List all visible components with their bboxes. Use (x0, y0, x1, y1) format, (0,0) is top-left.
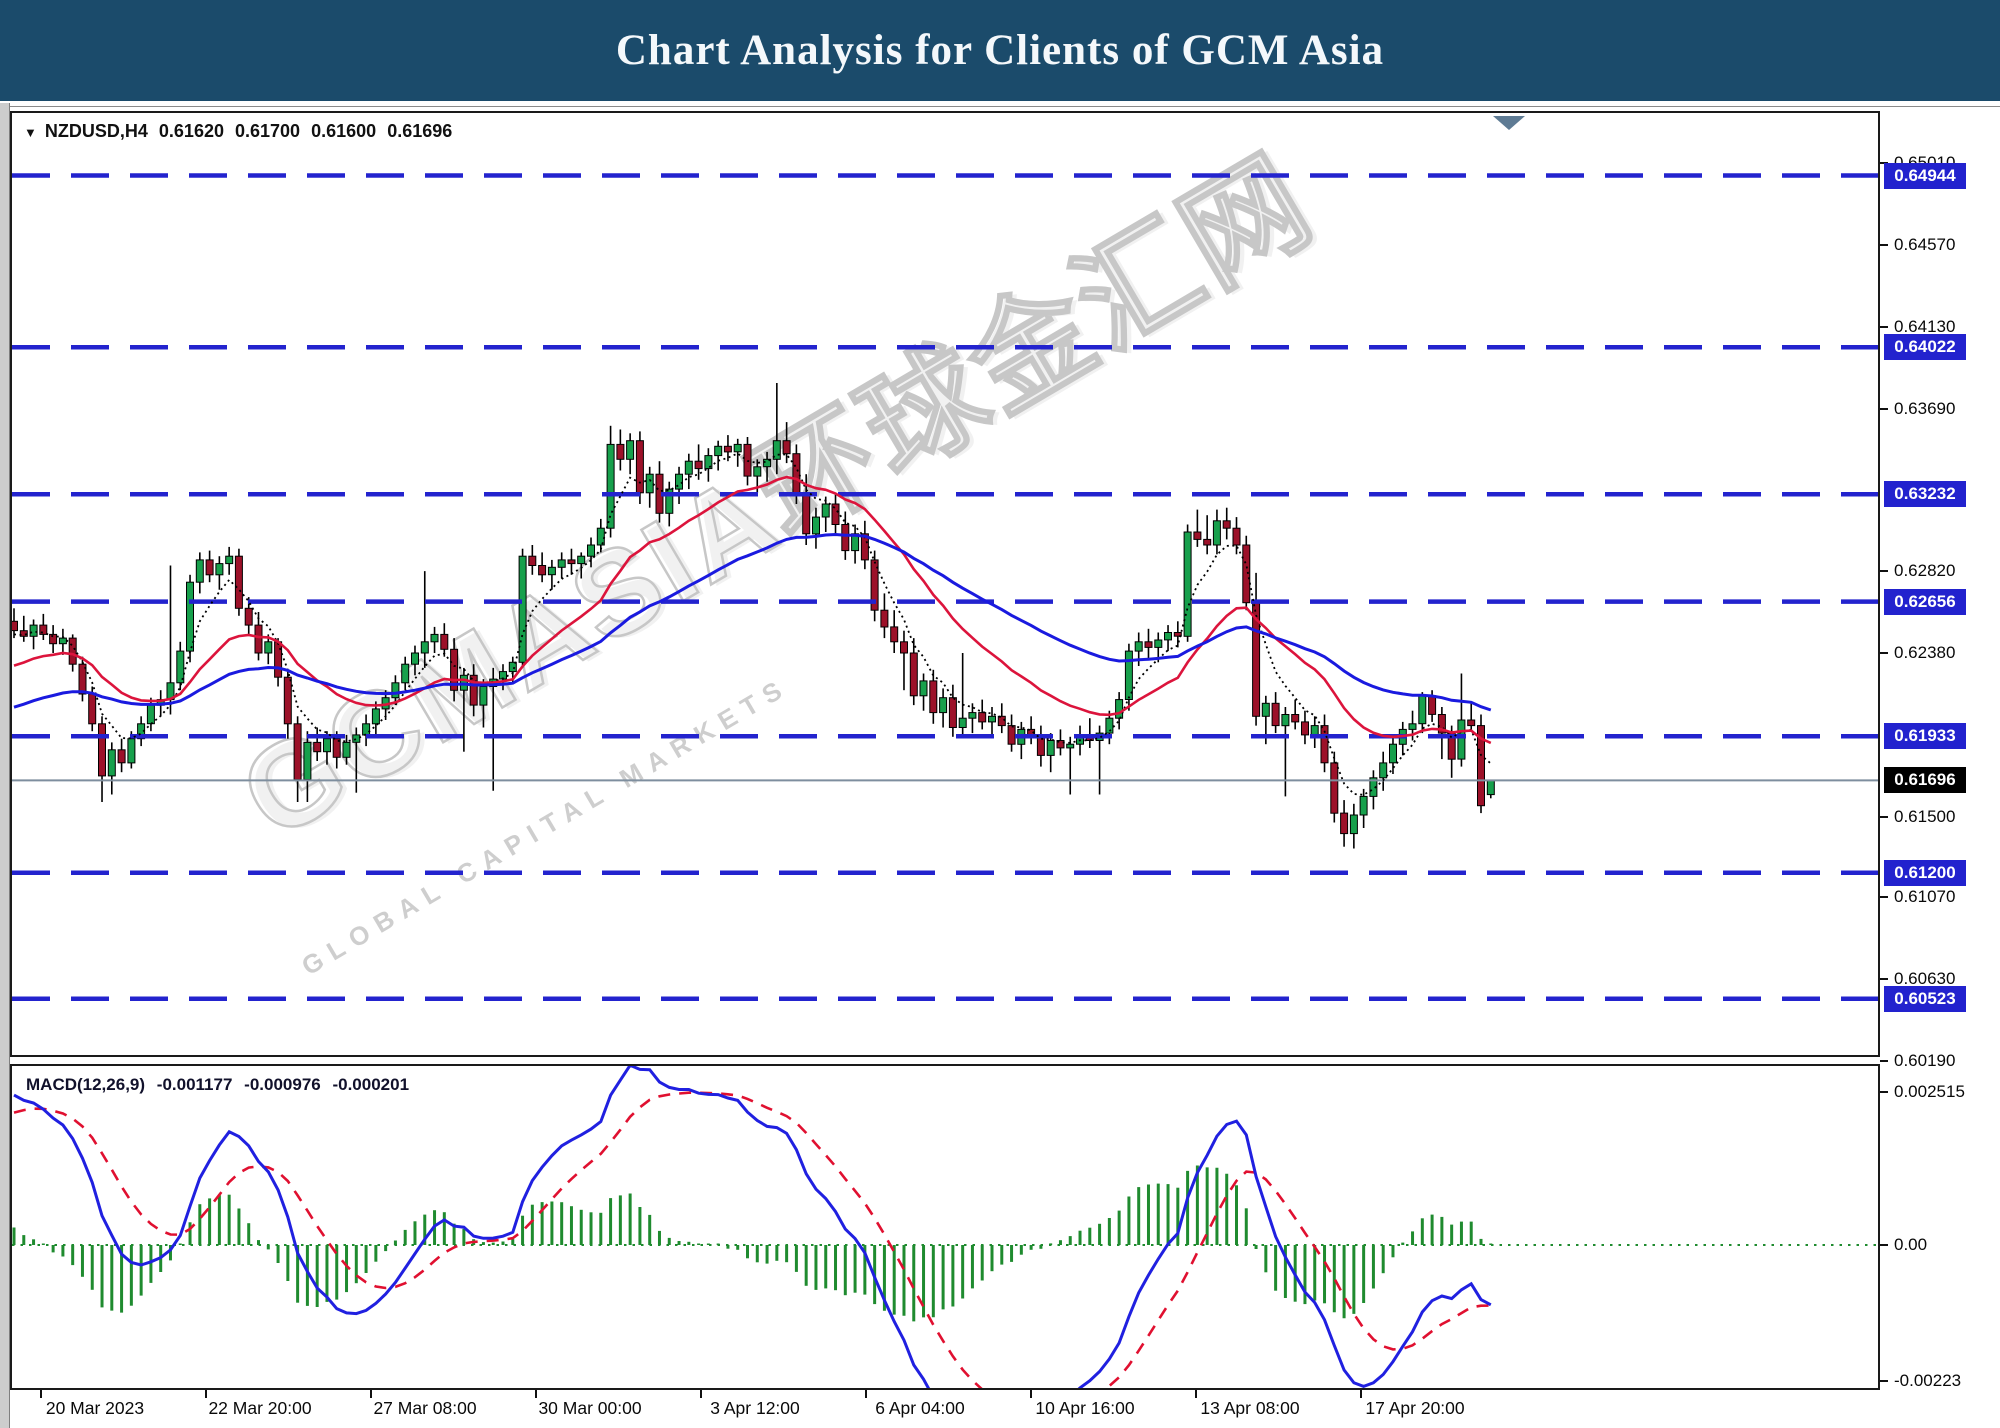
macd-canvas[interactable] (12, 1066, 1878, 1388)
macd-label: MACD(12,26,9) (26, 1075, 146, 1094)
price-label-0.62380: 0.62380 (1894, 643, 1956, 662)
price-tick (1880, 326, 1888, 329)
page-title: Chart Analysis for Clients of GCM Asia (615, 27, 1385, 74)
sr-price-label-0.64944: 0.64944 (1884, 162, 1966, 189)
date-tick (1360, 1390, 1362, 1398)
macd-main-value: -0.001177 (156, 1075, 233, 1094)
price-label-0.62820: 0.62820 (1894, 561, 1956, 581)
price-tick (1880, 408, 1888, 411)
chart-header: ▼ NZDUSD,H4 0.61620 0.61700 0.61600 0.616… (24, 121, 458, 142)
price-label-0.61070: 0.61070 (1894, 886, 1956, 906)
symbol-dropdown-icon[interactable]: ▼ (24, 125, 37, 140)
price-label-0.64130: 0.64130 (1894, 317, 1956, 337)
date-label: 13 Apr 08:00 (1200, 1398, 1300, 1418)
date-label: 3 Apr 12:00 (710, 1398, 800, 1418)
open-value: 0.61620 (158, 121, 224, 141)
price-label-0.60190: 0.60190 (1894, 1050, 1956, 1070)
macd-tick (1880, 1090, 1888, 1093)
sr-price-label-0.62656: 0.62656 (1884, 588, 1966, 615)
date-tick (700, 1390, 702, 1398)
sr-price-label-0.61933: 0.61933 (1884, 723, 1966, 750)
current-price-label: 0.61696 (1884, 767, 1966, 794)
price-tick (1880, 570, 1888, 573)
date-tick (205, 1390, 207, 1398)
price-tick (1880, 652, 1888, 654)
price-label-0.63690: 0.63690 (1894, 399, 1956, 419)
price-tick (1880, 1059, 1888, 1062)
macd-histogram-value: -0.000201 (332, 1075, 410, 1094)
price-tick (1880, 895, 1888, 898)
date-label: 17 Apr 20:00 (1365, 1398, 1465, 1418)
price-tick (1880, 815, 1888, 818)
sr-price-label-0.64022: 0.64022 (1884, 334, 1966, 361)
price-tick (1880, 244, 1888, 247)
date-tick (40, 1390, 42, 1398)
sr-price-label-0.63232: 0.63232 (1884, 481, 1966, 508)
sr-price-label-0.61200: 0.61200 (1884, 859, 1966, 886)
macd-panel[interactable]: MACD(12,26,9) -0.001177 -0.000976 -0.000… (10, 1064, 1880, 1390)
date-tick (535, 1390, 537, 1398)
date-label: 27 Mar 08:00 (373, 1398, 477, 1418)
low-value: 0.61600 (311, 121, 377, 141)
date-tick (1030, 1390, 1032, 1398)
symbol-label: NZDUSD,H4 (44, 121, 148, 141)
macd-axis-label-0.00: 0.00 (1894, 1235, 1928, 1254)
macd-axis-label-0.002515: 0.002515 (1894, 1081, 1965, 1101)
date-tick (1195, 1390, 1197, 1398)
date-label: 6 Apr 04:00 (875, 1398, 965, 1418)
macd-axis-label--0.00223: -0.00223 (1894, 1370, 1962, 1390)
price-label-0.61500: 0.61500 (1894, 806, 1956, 826)
price-label-0.64570: 0.64570 (1894, 235, 1956, 255)
date-tick (865, 1390, 867, 1398)
window-divider (0, 106, 2000, 107)
macd-header: MACD(12,26,9) -0.001177 -0.000976 -0.000… (26, 1075, 416, 1095)
date-label: 22 Mar 20:00 (208, 1398, 312, 1418)
date-label: 30 Mar 00:00 (538, 1398, 642, 1418)
macd-signal-value: -0.000976 (244, 1075, 321, 1094)
title-banner: Chart Analysis for Clients of GCM Asia (0, 0, 2000, 101)
main-chart-canvas[interactable] (12, 113, 1878, 1055)
price-chart-panel[interactable]: GCMASIA环球金汇网 GLOBAL CAPITAL MARKETS ▼ NZD… (10, 111, 1880, 1057)
macd-tick (1880, 1244, 1888, 1246)
price-label-0.60630: 0.60630 (1894, 968, 1956, 988)
date-label: 20 Mar 2023 (45, 1398, 145, 1418)
date-tick (370, 1390, 372, 1398)
price-tick (1880, 977, 1888, 980)
close-value: 0.61696 (387, 121, 453, 141)
window-edge (0, 103, 10, 1428)
high-value: 0.61700 (235, 121, 301, 141)
date-label: 10 Apr 16:00 (1035, 1398, 1135, 1418)
macd-tick (1880, 1379, 1888, 1382)
sr-price-label-0.60523: 0.60523 (1884, 985, 1966, 1012)
